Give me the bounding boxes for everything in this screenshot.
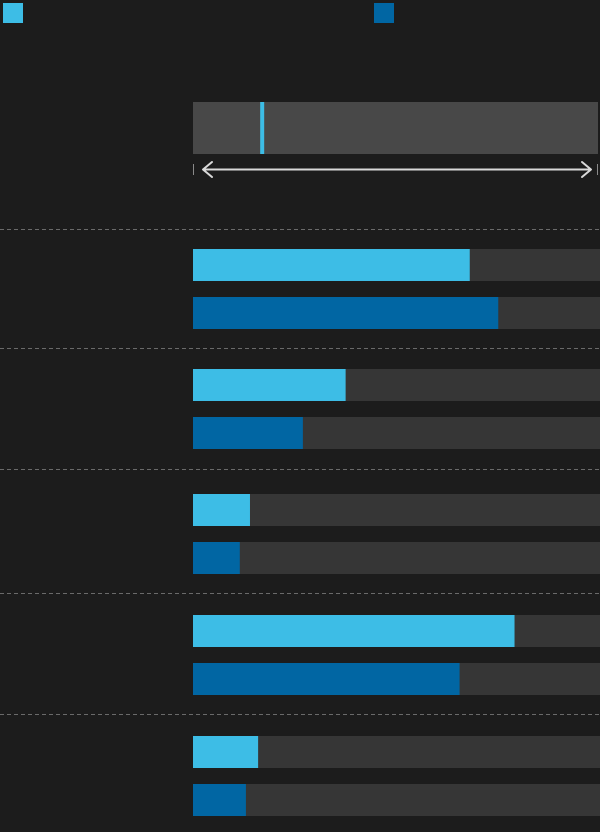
bar-series-1-category-1: [193, 249, 470, 281]
range-marker[interactable]: [260, 102, 265, 154]
bar-series-2-category-2: [193, 417, 303, 449]
bar-series-1-category-3: [193, 494, 250, 526]
row-separators: [0, 229, 600, 715]
legend-swatch-2: [374, 3, 394, 23]
bar-track: [193, 542, 600, 574]
legend: [3, 3, 394, 23]
bar-track: [193, 784, 600, 816]
bar-series-2-category-4: [193, 663, 460, 695]
bar-series-1-category-2: [193, 369, 346, 401]
bar-series-2-category-3: [193, 542, 240, 574]
legend-swatch-1: [3, 3, 23, 23]
bar-series-2-category-5: [193, 784, 246, 816]
range-track[interactable]: [193, 102, 598, 154]
range-arrow-left-icon[interactable]: [202, 161, 213, 178]
bar-series-1-category-4: [193, 615, 515, 647]
bar-track: [193, 494, 600, 526]
bars: [193, 249, 600, 816]
range-arrow-right-icon[interactable]: [581, 161, 592, 178]
bar-series-2-category-1: [193, 297, 499, 329]
bar-series-1-category-5: [193, 736, 259, 768]
range-selector[interactable]: [193, 102, 598, 178]
bar-track: [193, 736, 600, 768]
